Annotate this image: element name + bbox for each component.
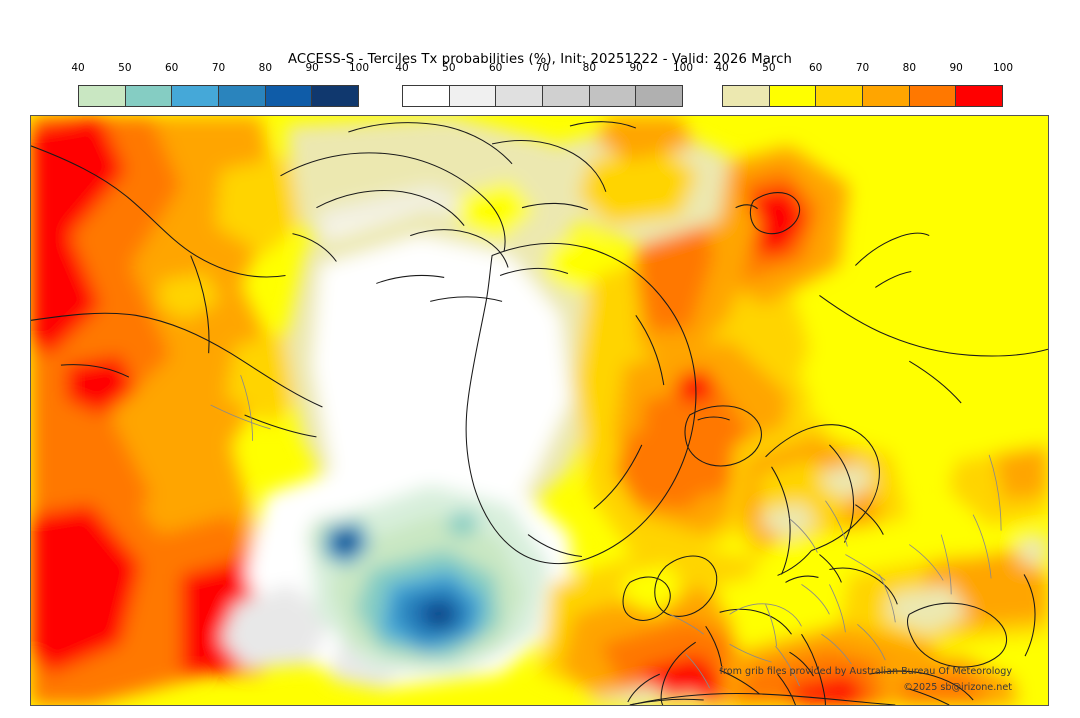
colorbar-above-normal-bar: [722, 85, 1003, 107]
colorbar-segment: [496, 86, 544, 106]
colorbar-near-normal-ticks: 40 50 60 70 80 90 100: [395, 62, 693, 76]
tick-label: 90: [305, 62, 319, 74]
country-borders: [210, 374, 1002, 689]
tick-label: 80: [582, 62, 597, 74]
coastlines: [31, 121, 1048, 705]
tick-label: 40: [715, 62, 729, 74]
colorbar-near-normal: 40 50 60 70 80 90 100: [395, 62, 693, 108]
forecast-map[interactable]: from grib files provided by Australian B…: [30, 115, 1049, 706]
colorbar-segment: [125, 86, 173, 106]
colorbar-segment: [312, 86, 359, 106]
colorbar-segment: [769, 86, 817, 106]
colorbar-segment: [79, 86, 126, 106]
tick-label: 80: [902, 62, 917, 74]
tick-label: 60: [164, 62, 179, 74]
colorbar-segment: [449, 86, 497, 106]
colorbar-segment: [543, 86, 590, 106]
tick-label: 50: [118, 62, 132, 74]
colorbar-segment: [909, 86, 957, 106]
probability-field: [31, 116, 1048, 705]
colorbar-segment: [816, 86, 864, 106]
colorbar-segment: [589, 86, 637, 106]
tick-label: 70: [211, 62, 226, 74]
colorbar-segment: [723, 86, 770, 106]
tick-label: 100: [348, 62, 370, 74]
colorbar-below-normal-bar: [78, 85, 359, 107]
colorbar-segment: [219, 86, 266, 106]
attribution-source: from grib files provided by Australian B…: [719, 666, 1012, 677]
colorbar-segment: [956, 86, 1003, 106]
tick-label: 70: [855, 62, 870, 74]
tick-label: 90: [949, 62, 963, 74]
colorbar-segment: [172, 86, 220, 106]
colorbar-segment: [636, 86, 683, 106]
colorbar-near-normal-bar: [402, 85, 683, 107]
colorbar-below-normal-ticks: 40 50 60 70 80 90 100: [71, 62, 369, 76]
attribution-copyright: ©2025 sb@irizone.net: [903, 682, 1012, 693]
tick-label: 80: [258, 62, 273, 74]
colorbar-below-normal: 40 50 60 70 80 90 100: [71, 62, 369, 108]
tick-label: 50: [762, 62, 776, 74]
colorbar-segment: [403, 86, 450, 106]
page-title: ACCESS-S - Terciles Tx probabilities (%)…: [288, 52, 792, 67]
tick-label: 60: [488, 62, 503, 74]
map-canvas[interactable]: [31, 116, 1048, 705]
tick-label: 100: [672, 62, 694, 74]
colorbar-segment: [863, 86, 910, 106]
tick-label: 60: [808, 62, 823, 74]
colorbar-segment: [265, 86, 313, 106]
tick-label: 50: [442, 62, 456, 74]
tick-label: 70: [535, 62, 550, 74]
tick-label: 40: [395, 62, 409, 74]
tick-label: 90: [629, 62, 643, 74]
colorbar-above-normal: 40 50 60 70 80 90 100: [715, 62, 1013, 108]
tick-label: 100: [992, 62, 1014, 74]
tick-label: 40: [71, 62, 85, 74]
colorbar-above-normal-ticks: 40 50 60 70 80 90 100: [715, 62, 1013, 76]
